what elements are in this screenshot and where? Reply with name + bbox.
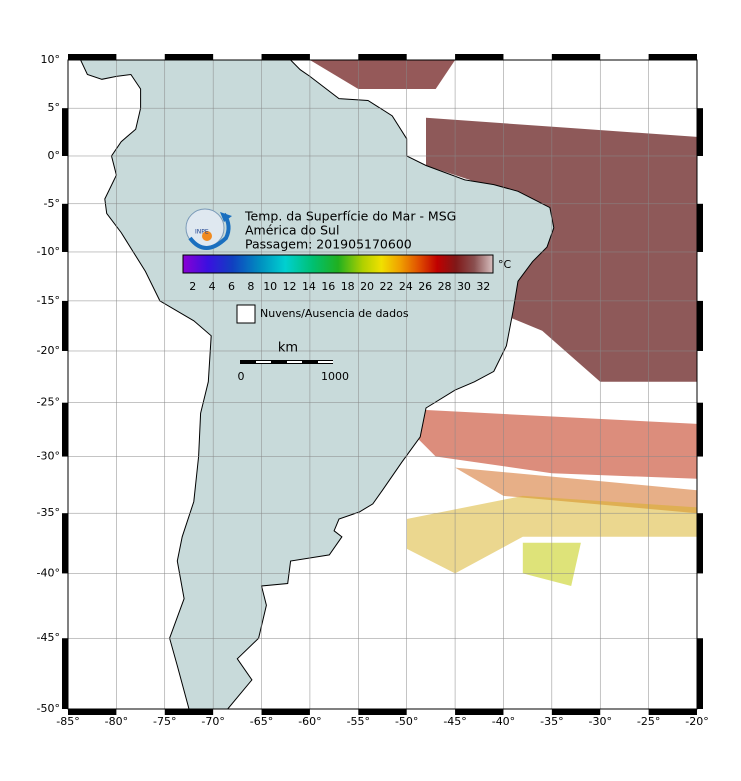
frame-segment <box>62 300 68 351</box>
frame-segment <box>697 300 703 351</box>
lat-label: -45° <box>37 631 60 644</box>
frame-segment <box>62 108 68 156</box>
frame-segment <box>551 709 601 715</box>
lon-label: -40° <box>492 715 515 728</box>
lat-label: -20° <box>37 344 60 357</box>
lat-label: 5° <box>48 101 61 114</box>
frame-segment <box>551 54 601 60</box>
scale-bar-segment <box>318 361 333 363</box>
colorbar-unit: °C <box>498 258 512 271</box>
scale-bar-segment <box>287 361 302 363</box>
scale-bar <box>240 360 333 364</box>
frame-segment <box>68 54 117 60</box>
frame-segment <box>358 709 407 715</box>
map-body <box>68 60 697 709</box>
colorbar-label: 30 <box>457 280 471 293</box>
overlay: INPE Temp. da Superfície do Mar - MSG Am… <box>182 208 512 383</box>
colorbar-label: 26 <box>418 280 432 293</box>
colorbar-label: 12 <box>283 280 297 293</box>
frame-segment <box>358 54 407 60</box>
frame-segment <box>62 513 68 574</box>
colorbar-label: 4 <box>209 280 216 293</box>
frame-segment <box>697 513 703 574</box>
lon-label: -35° <box>540 715 563 728</box>
scale-unit: km <box>278 341 298 356</box>
frame-segment <box>648 54 697 60</box>
lon-label: -60° <box>298 715 321 728</box>
frame-segment <box>697 108 703 156</box>
lat-label: -30° <box>37 450 60 463</box>
scale-end: 1000 <box>321 370 349 383</box>
lat-label: -5° <box>44 197 60 210</box>
colorbar-label: 18 <box>341 280 355 293</box>
logo-text: INPE <box>195 229 209 236</box>
frame-segment <box>261 709 310 715</box>
colorbar-label: 2 <box>189 280 196 293</box>
colorbar-label: 14 <box>302 280 316 293</box>
lon-label: -70° <box>201 715 224 728</box>
legend-swatch <box>236 304 256 324</box>
colorbar-label: 10 <box>263 280 277 293</box>
colorbar-label: 16 <box>321 280 335 293</box>
frame-segment <box>697 203 703 252</box>
lat-label: -35° <box>37 506 60 519</box>
lon-label: -30° <box>588 715 611 728</box>
lat-label: -25° <box>37 396 60 409</box>
frame-segment <box>68 709 117 715</box>
frame-segment <box>697 638 703 709</box>
sst-patch <box>387 408 697 479</box>
colorbar-label: 20 <box>360 280 374 293</box>
sst-patch <box>455 467 697 514</box>
lon-label: -25° <box>637 715 660 728</box>
frame-segment <box>261 54 310 60</box>
frame-segment <box>455 709 504 715</box>
scale-bar-segment <box>256 361 271 363</box>
frame-segment <box>455 54 504 60</box>
colorbar-label: 6 <box>228 280 235 293</box>
lat-label: -40° <box>37 566 60 579</box>
title: Temp. da Superfície do Mar - MSG <box>244 209 456 224</box>
lon-label: -65° <box>250 715 273 728</box>
logo: INPE <box>185 208 232 250</box>
colorbar <box>182 254 494 274</box>
frame-segment <box>697 402 703 457</box>
colorbar-label: 24 <box>399 280 413 293</box>
pass-time: Passagem: 201905170600 <box>245 237 412 252</box>
frame-segment <box>62 402 68 457</box>
frame-segment <box>164 709 214 715</box>
frame-segment <box>62 203 68 252</box>
sst-patch <box>426 117 697 382</box>
lon-label: -50° <box>395 715 418 728</box>
lat-label: -15° <box>37 294 60 307</box>
frame-segment <box>164 54 214 60</box>
legend-text: Nuvens/Ausencia de dados <box>260 307 409 320</box>
colorbar-label: 28 <box>438 280 452 293</box>
colorbar-label: 8 <box>247 280 254 293</box>
lon-label: -45° <box>443 715 466 728</box>
lon-label: -55° <box>347 715 370 728</box>
lat-label: -10° <box>37 245 60 258</box>
colorbar-label: 32 <box>476 280 490 293</box>
lon-label: -85° <box>56 715 79 728</box>
lat-label: -50° <box>37 702 60 715</box>
lon-label: -80° <box>105 715 128 728</box>
colorbar-label: 22 <box>379 280 393 293</box>
frame-segment <box>62 638 68 709</box>
lat-label: 0° <box>48 149 61 162</box>
lon-label: -75° <box>153 715 176 728</box>
lon-label: -20° <box>685 715 708 728</box>
scale-start: 0 <box>238 370 245 383</box>
frame-segment <box>648 709 697 715</box>
lat-label: 10° <box>41 53 61 66</box>
sst-patch <box>309 60 456 89</box>
region: América do Sul <box>245 223 339 238</box>
